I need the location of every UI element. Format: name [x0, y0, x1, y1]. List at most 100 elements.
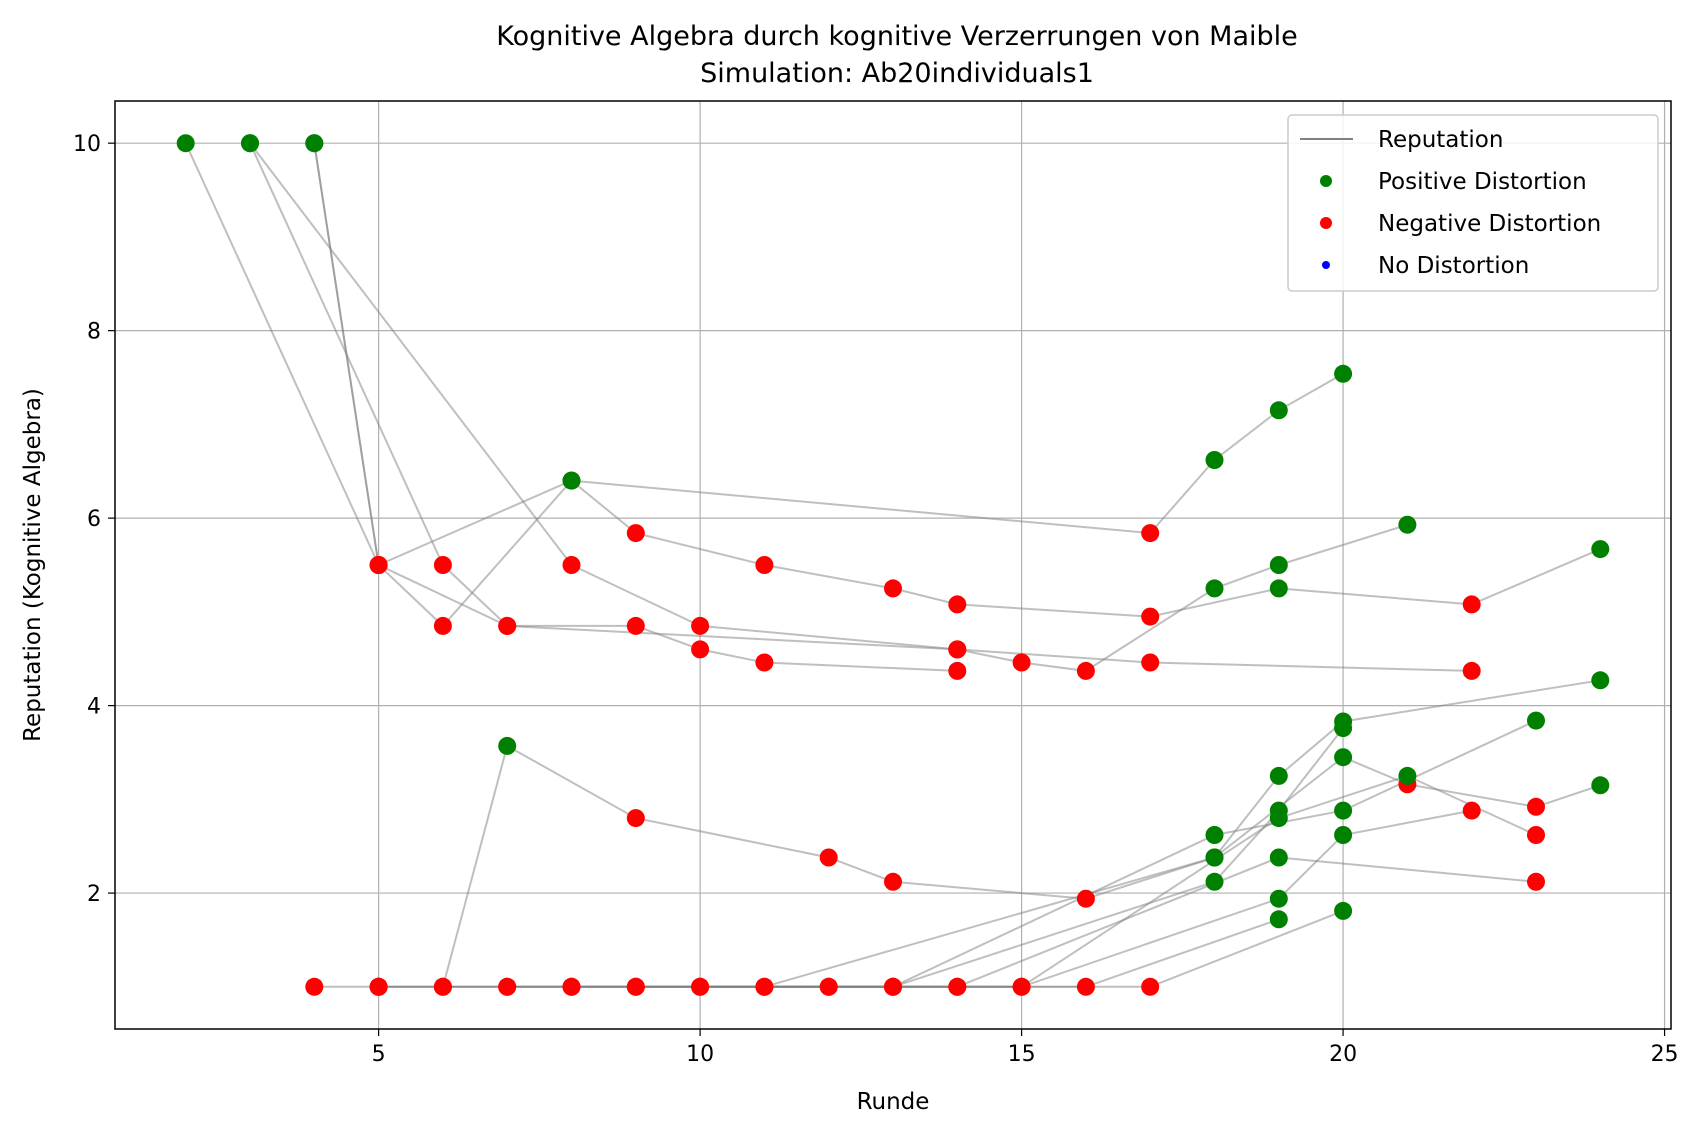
positive-distortion-point — [1334, 801, 1353, 820]
positive-distortion-point — [1334, 719, 1353, 738]
negative-distortion-point — [948, 595, 967, 614]
negative-distortion-point — [691, 616, 710, 635]
reputation-line — [378, 756, 1601, 988]
negative-distortion-point — [755, 653, 774, 672]
positive-distortion-point — [1398, 515, 1417, 534]
positive-distortion-point — [305, 134, 324, 153]
positive-distortion-point — [1269, 889, 1288, 908]
legend-box — [1287, 114, 1659, 292]
negative-distortion-point — [498, 977, 517, 996]
negative-distortion-point — [1076, 977, 1095, 996]
negative-distortion-point — [562, 556, 581, 574]
positive-distortion-point — [1591, 671, 1610, 690]
chart-subtitle: Simulation: Ab20individuals1 — [700, 58, 1094, 89]
negative-distortion-point — [1141, 607, 1160, 626]
legend-negative-marker — [1320, 217, 1332, 229]
y-tick-label: 2 — [87, 882, 101, 907]
positive-distortion-point — [1269, 809, 1288, 828]
reputation-line — [314, 679, 1601, 988]
negative-distortion-point — [369, 977, 388, 996]
positive-distortion-point — [1269, 579, 1288, 598]
positive-distortion-point — [1205, 826, 1224, 844]
negative-distortion-point — [433, 977, 452, 996]
reputation-line — [313, 143, 1344, 567]
data-points — [176, 134, 1610, 996]
x-tick-label: 15 — [1008, 1042, 1036, 1067]
positive-distortion-point — [241, 134, 259, 153]
legend-label-reputation: Reputation — [1378, 127, 1503, 153]
negative-distortion-point — [948, 661, 967, 680]
negative-distortion-point — [1076, 661, 1095, 680]
negative-distortion-point — [1012, 977, 1031, 996]
reputation-line — [442, 719, 1537, 988]
positive-distortion-point — [1591, 776, 1610, 795]
positive-distortion-point — [1398, 766, 1417, 785]
positive-distortion-point — [1527, 711, 1545, 730]
negative-distortion-point — [498, 616, 517, 635]
chart-title: Kognitive Algebra durch kognitive Verzer… — [496, 21, 1298, 52]
y-tick-label: 8 — [87, 320, 101, 345]
negative-distortion-point — [1076, 889, 1095, 908]
negative-distortion-point — [691, 977, 710, 996]
positive-distortion-point — [1334, 748, 1353, 767]
negative-distortion-point — [819, 977, 838, 996]
positive-distortion-point — [1205, 848, 1224, 867]
negative-distortion-point — [884, 977, 902, 996]
y-tick-label: 10 — [73, 132, 101, 157]
negative-distortion-point — [1527, 872, 1545, 891]
legend-label-negative: Negative Distortion — [1378, 211, 1601, 237]
negative-distortion-point — [948, 977, 967, 996]
reputation-line — [249, 142, 1408, 672]
legend-none-marker — [1322, 261, 1330, 269]
positive-distortion-point — [1269, 401, 1288, 420]
y-tick-label: 4 — [87, 695, 101, 720]
negative-distortion-point — [884, 872, 902, 891]
negative-distortion-point — [433, 616, 452, 635]
positive-distortion-point — [1334, 364, 1353, 383]
negative-distortion-point — [819, 848, 838, 867]
x-axis-ticks: 5 10 15 20 25 — [372, 1029, 1679, 1067]
negative-distortion-point — [1527, 826, 1545, 844]
negative-distortion-point — [755, 977, 774, 996]
negative-distortion-point — [433, 556, 452, 574]
negative-distortion-point — [1462, 801, 1481, 820]
legend-label-none: No Distortion — [1378, 253, 1529, 279]
x-tick-label: 10 — [686, 1042, 714, 1067]
negative-distortion-point — [1462, 661, 1481, 680]
reputation-line — [184, 142, 958, 672]
x-axis-label: Runde — [857, 1089, 930, 1115]
reputation-line — [571, 774, 1537, 988]
negative-distortion-point — [626, 809, 645, 828]
positive-distortion-point — [1269, 766, 1288, 785]
negative-distortion-point — [1141, 977, 1160, 996]
positive-distortion-point — [1205, 872, 1224, 891]
positive-distortion-point — [1205, 451, 1224, 469]
positive-distortion-point — [1334, 901, 1353, 920]
negative-distortion-point — [948, 640, 967, 659]
y-tick-label: 6 — [87, 507, 101, 532]
positive-distortion-point — [1334, 826, 1353, 844]
negative-distortion-point — [626, 616, 645, 635]
x-tick-label: 5 — [372, 1042, 386, 1067]
positive-distortion-point — [1269, 910, 1288, 929]
legend: Reputation Positive Distortion Negative … — [1287, 114, 1659, 292]
positive-distortion-point — [1269, 848, 1288, 867]
positive-distortion-point — [1269, 556, 1288, 574]
negative-distortion-point — [884, 579, 902, 598]
positive-distortion-point — [1591, 540, 1610, 559]
positive-distortion-point — [1205, 579, 1224, 598]
x-tick-label: 25 — [1651, 1042, 1679, 1067]
negative-distortion-point — [1012, 653, 1031, 672]
negative-distortion-point — [626, 977, 645, 996]
reputation-line — [249, 142, 1472, 672]
negative-distortion-point — [369, 556, 388, 574]
plot-frame — [114, 100, 1672, 1030]
negative-distortion-point — [626, 524, 645, 543]
negative-distortion-point — [691, 640, 710, 659]
reputation-line — [313, 143, 1601, 628]
negative-distortion-point — [1141, 653, 1160, 672]
legend-label-positive: Positive Distortion — [1378, 169, 1587, 195]
negative-distortion-point — [755, 556, 774, 574]
positive-distortion-point — [498, 736, 517, 755]
